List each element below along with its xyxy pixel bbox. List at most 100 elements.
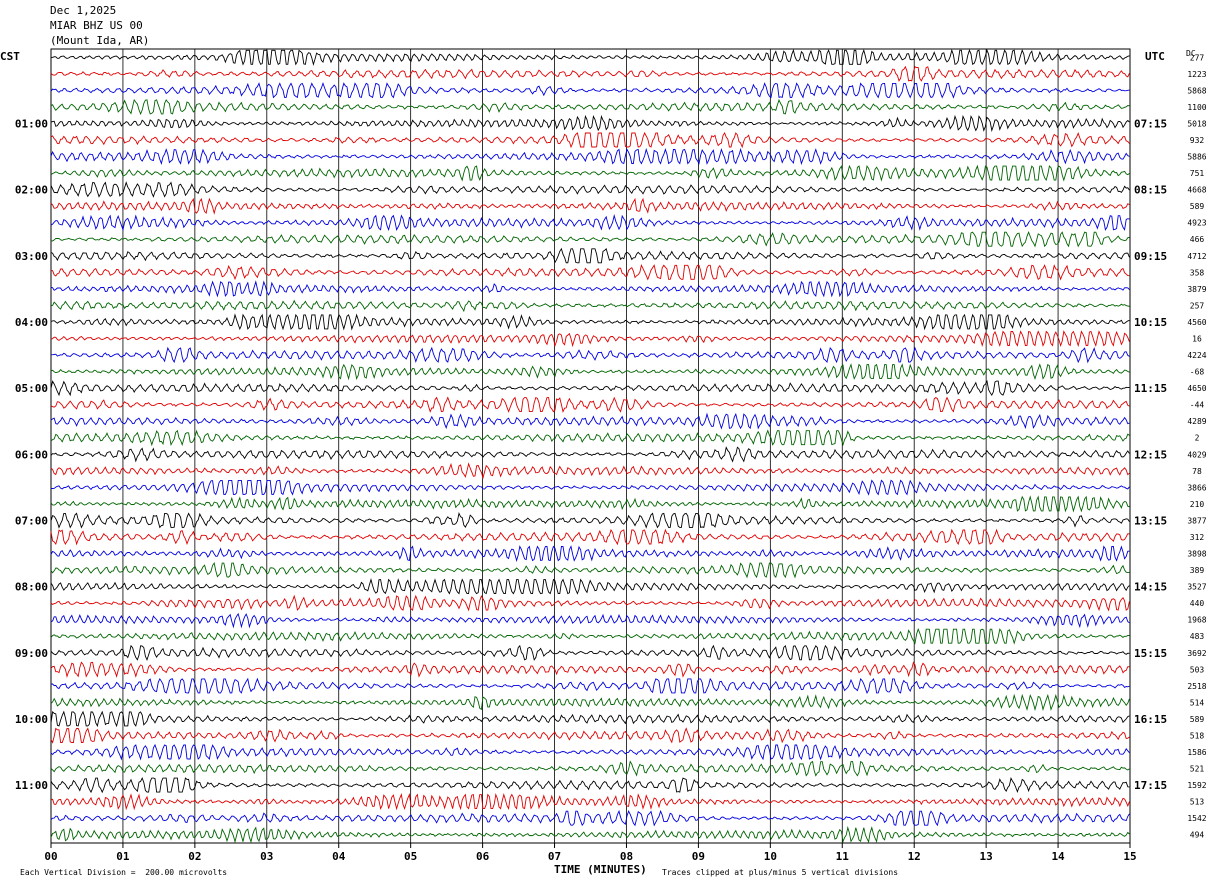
trace-row-46 [50, 809, 1130, 827]
header-date: Dec 1,2025 [50, 4, 117, 17]
trace-row-34 [50, 612, 1130, 629]
dc-offset-label: 440 [1190, 599, 1205, 608]
trace-row-7 [50, 164, 1130, 182]
right-hour-label: 17:15 [1134, 779, 1167, 792]
trace-row-30 [50, 545, 1130, 563]
trace-row-22 [50, 412, 1130, 430]
left-hour-label: 09:00 [15, 647, 48, 660]
right-hour-label: 12:15 [1134, 448, 1167, 461]
dc-offset-label: 751 [1190, 169, 1205, 178]
x-tick-label-03: 03 [260, 850, 273, 863]
left-axis-label: CST [0, 50, 20, 63]
dc-offset-label: 277 [1190, 53, 1205, 62]
trace-row-39 [50, 693, 1130, 712]
dc-offset-label: 1100 [1187, 103, 1206, 112]
trace-row-43 [50, 760, 1130, 777]
trace-row-28 [50, 511, 1130, 529]
header-location: (Mount Ida, AR) [50, 34, 150, 47]
right-hour-label: 07:15 [1134, 117, 1167, 130]
x-tick-label-06: 06 [476, 850, 490, 863]
dc-offset-label: 2518 [1187, 682, 1206, 691]
dc-offset-label: 4029 [1187, 450, 1206, 459]
trace-row-29 [50, 528, 1130, 546]
trace-row-37 [50, 661, 1130, 678]
dc-label: DC [1186, 49, 1196, 58]
dc-offset-label: 4289 [1187, 417, 1206, 426]
left-hour-label: 04:00 [15, 316, 48, 329]
trace-row-9 [50, 197, 1130, 215]
header-station: MIAR BHZ US 00 [50, 19, 143, 32]
x-tick-label-07: 07 [548, 850, 561, 863]
dc-offset-label: 78 [1192, 467, 1202, 476]
trace-row-42 [50, 743, 1130, 761]
trace-row-38 [51, 677, 1130, 694]
trace-row-32 [50, 577, 1130, 595]
dc-offset-label: 5886 [1187, 153, 1206, 162]
trace-row-40 [50, 710, 1130, 728]
dc-offset-label: 2 [1195, 434, 1200, 443]
trace-row-36 [50, 644, 1130, 662]
dc-offset-label: 466 [1190, 235, 1205, 244]
right-hour-label: 14:15 [1134, 581, 1167, 594]
trace-row-24 [50, 446, 1130, 463]
clip-note: Traces clipped at plus/minus 5 vertical … [662, 868, 899, 877]
trace-row-8 [50, 181, 1130, 198]
trace-row-17 [50, 330, 1130, 348]
dc-offset-label: 16 [1192, 334, 1202, 343]
trace-row-6 [50, 147, 1130, 166]
dc-offset-label: 1586 [1187, 748, 1206, 757]
dc-offset-label: 312 [1190, 533, 1205, 542]
x-tick-label-09: 09 [692, 850, 705, 863]
x-tick-label-15: 15 [1123, 850, 1136, 863]
x-tick-label-11: 11 [836, 850, 850, 863]
trace-row-20 [50, 379, 1130, 397]
left-hour-label: 08:00 [15, 581, 48, 594]
trace-row-23 [50, 429, 1130, 447]
trace-row-31 [50, 561, 1130, 579]
dc-offset-label: 4668 [1187, 186, 1206, 195]
dc-offset-label: 514 [1190, 698, 1205, 707]
x-tick-label-05: 05 [404, 850, 417, 863]
trace-row-44 [50, 776, 1130, 794]
dc-offset-label: 257 [1190, 301, 1205, 310]
trace-row-0 [50, 48, 1130, 66]
trace-row-3 [50, 98, 1130, 116]
trace-row-27 [50, 495, 1130, 513]
left-hour-label: 06:00 [15, 448, 48, 461]
trace-row-21 [50, 396, 1130, 413]
scale-note: Each Vertical Division = 200.00 microvol… [20, 868, 228, 877]
plot-frame [50, 48, 1131, 844]
dc-offset-label: 5868 [1187, 86, 1206, 95]
trace-row-11 [50, 230, 1130, 248]
trace-row-33 [50, 594, 1130, 612]
dc-offset-label: 4712 [1187, 252, 1206, 261]
x-tick-label-12: 12 [908, 850, 921, 863]
dc-offset-label: 4224 [1187, 351, 1206, 360]
right-hour-label: 16:15 [1134, 713, 1167, 726]
trace-row-15 [50, 299, 1130, 313]
trace-row-45 [50, 792, 1130, 811]
trace-row-12 [50, 247, 1130, 264]
x-tick-label-00: 00 [44, 850, 57, 863]
x-tick-label-13: 13 [980, 850, 993, 863]
trace-row-2 [50, 82, 1130, 99]
trace-row-10 [50, 213, 1130, 232]
x-tick-label-14: 14 [1051, 850, 1065, 863]
trace-row-4 [50, 114, 1130, 133]
dc-offset-label: 4650 [1187, 384, 1206, 393]
dc-offset-label: 1592 [1187, 781, 1206, 790]
dc-offset-label: -68 [1190, 368, 1205, 377]
x-tick-label-10: 10 [764, 850, 777, 863]
right-hour-label: 10:15 [1134, 316, 1167, 329]
x-tick-label-08: 08 [620, 850, 633, 863]
dc-offset-label: 932 [1190, 136, 1205, 145]
dc-offset-label: 210 [1190, 500, 1205, 509]
dc-offset-label: 3879 [1187, 285, 1206, 294]
dc-offset-label: 5018 [1187, 119, 1206, 128]
dc-offset-label: 3898 [1187, 550, 1206, 559]
left-hour-label: 01:00 [15, 117, 48, 130]
right-hour-label: 15:15 [1134, 647, 1167, 660]
right-hour-label: 11:15 [1134, 382, 1167, 395]
trace-row-16 [50, 313, 1130, 331]
dc-offset-label: 4923 [1187, 219, 1206, 228]
